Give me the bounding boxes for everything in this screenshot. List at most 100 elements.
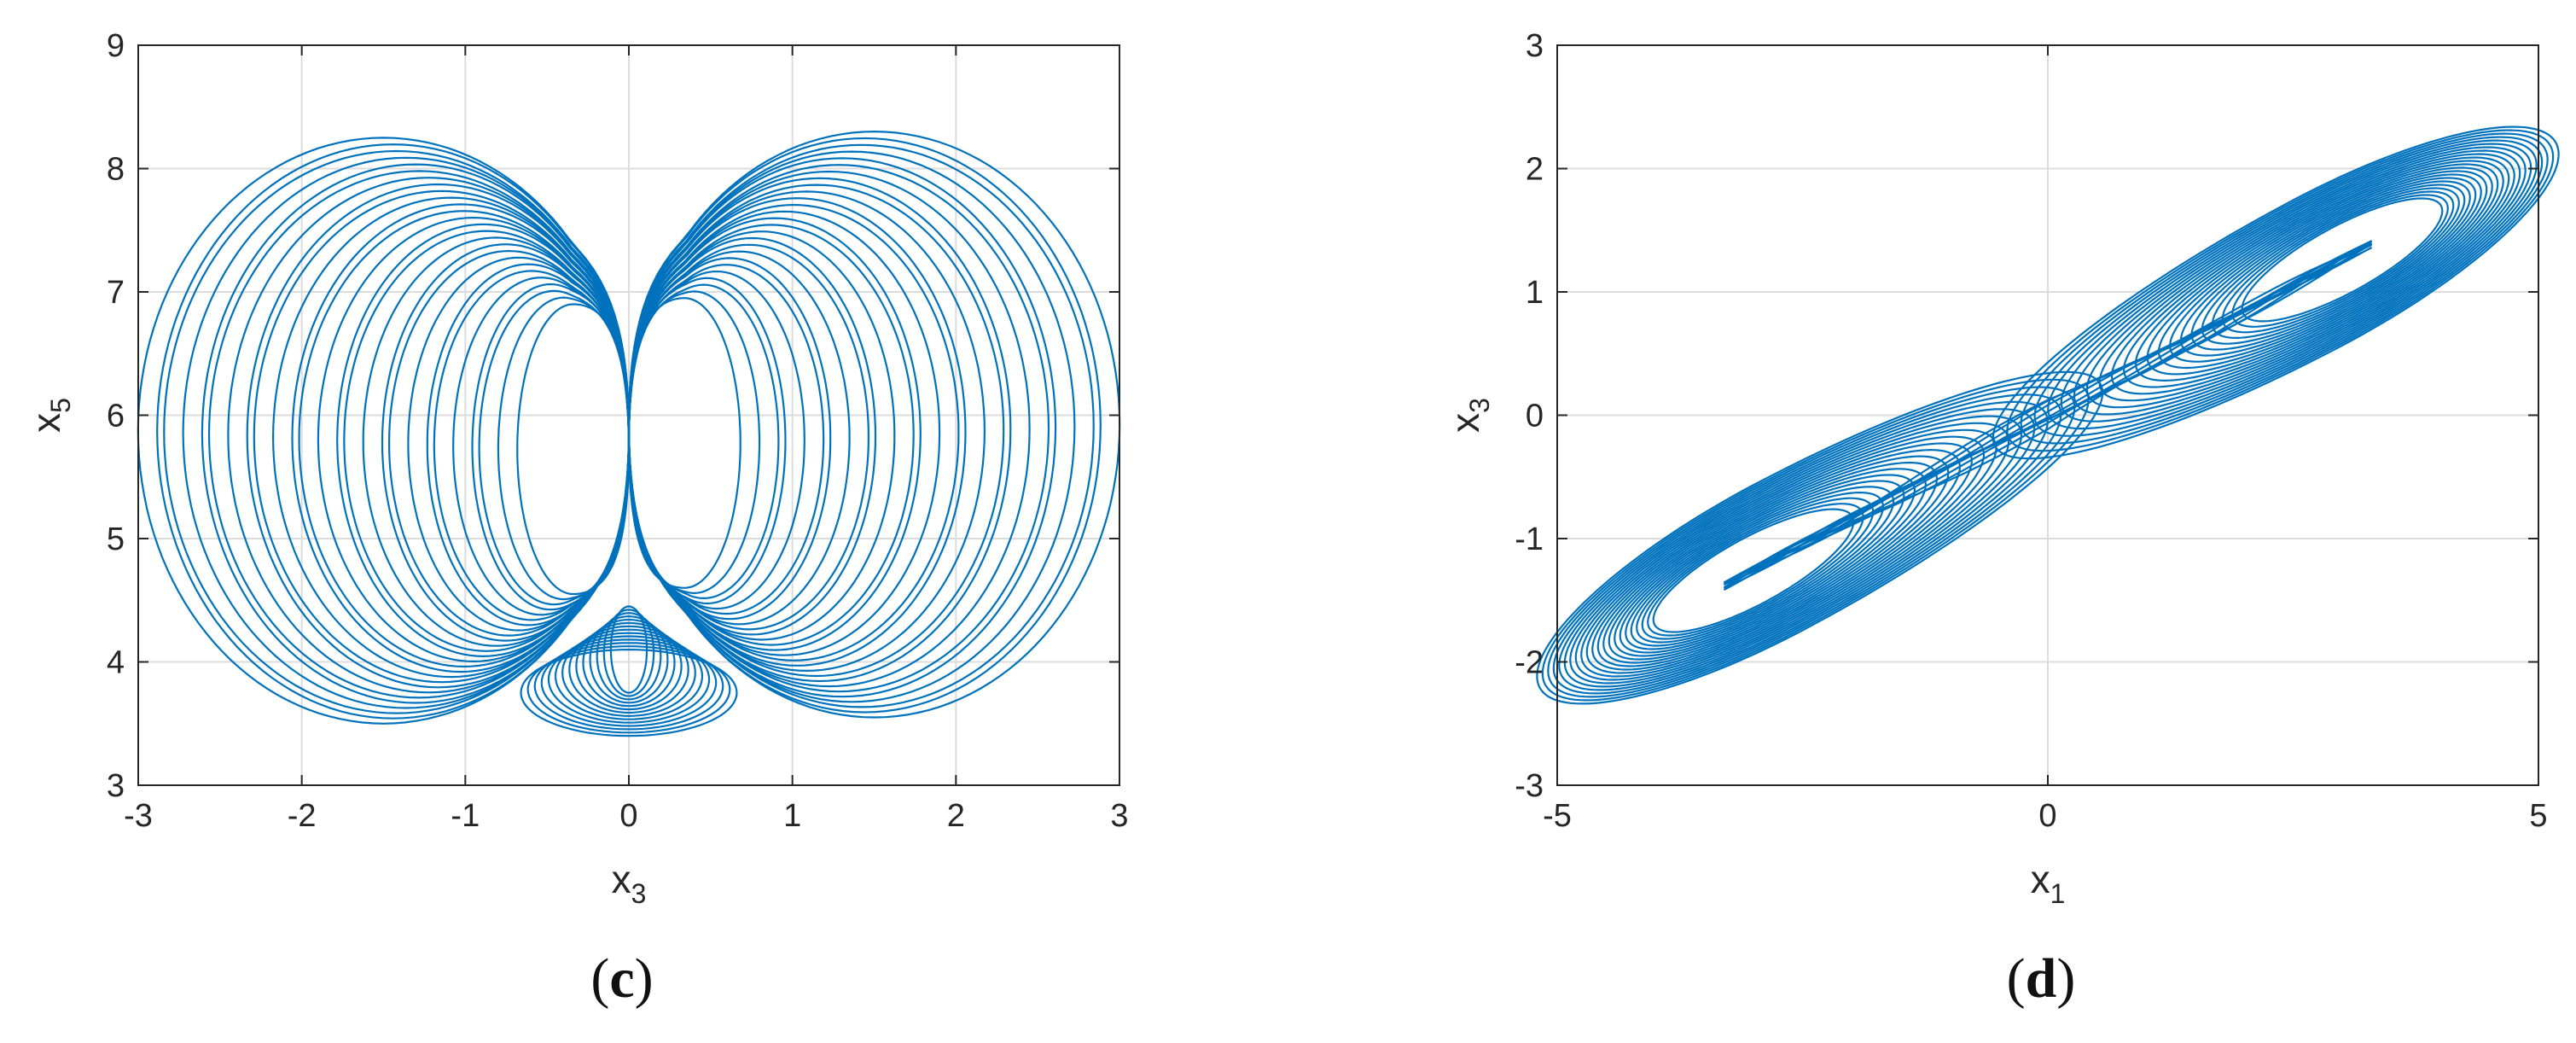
- x-tick-label: 3: [1110, 798, 1128, 834]
- trajectory-loop: [1630, 486, 1895, 647]
- trajectory-loop: [575, 621, 683, 711]
- x-axis-label-sub-d: 1: [2050, 878, 2066, 909]
- trajectory-loop: [2047, 139, 2538, 430]
- trajectory-loop: [1608, 461, 1938, 661]
- trajectory-loop: [1619, 474, 1916, 654]
- x-tick-label: 5: [2529, 798, 2547, 834]
- trajectory-loop: [1636, 492, 1884, 644]
- trajectory-loop: [547, 635, 711, 724]
- x-tick-label: 0: [619, 798, 637, 834]
- y-tick-label: 9: [107, 28, 125, 64]
- y-tick-label: 0: [1526, 399, 1544, 434]
- y-tick-label: 7: [107, 275, 125, 311]
- x-tick-label: 1: [783, 798, 801, 834]
- trajectory-loop: [582, 618, 676, 708]
- y-axis-label-sub-d: 3: [1464, 398, 1495, 413]
- trajectory-loop: [568, 625, 689, 714]
- trajectory-loop: [1558, 400, 2049, 691]
- y-tick-label: 1: [1526, 275, 1544, 311]
- x-tick-label: 2: [947, 798, 965, 834]
- x-tick-label: -2: [288, 798, 317, 834]
- trajectory-loop: [627, 184, 1005, 678]
- trajectory-loop: [387, 249, 631, 637]
- trajectory-loop: [1541, 378, 2090, 702]
- y-tick-label: 5: [107, 522, 125, 557]
- trajectory-loop: [343, 230, 631, 652]
- trajectory-loop: [1574, 422, 2010, 681]
- x-axis-label-sub-c: 3: [631, 878, 647, 909]
- trajectory-loop: [433, 270, 631, 621]
- x-axis-label-base-c: x: [612, 857, 631, 901]
- trajectory-loop: [2201, 184, 2466, 345]
- trajectory-loop: [1585, 435, 1986, 674]
- x-tick-labels-d: -5 0 5: [1543, 45, 2548, 834]
- y-tick-labels-d: -3 -2 -1 0 1 2 3: [1515, 28, 2538, 804]
- trajectory-loop: [1625, 480, 1905, 650]
- trajectory-loop: [627, 243, 870, 631]
- trajectory-loop: [2190, 180, 2471, 351]
- y-tick-label: 3: [1526, 28, 1544, 64]
- trajectory-loop: [526, 645, 731, 734]
- y-tick-label: 8: [107, 152, 125, 188]
- trajectory-loop: [1614, 468, 1927, 657]
- panel-label-d: (d): [2007, 947, 2076, 1010]
- y-tick-labels-c: 3 4 5 6 7 8 9: [107, 28, 1119, 804]
- trajectory-loop: [540, 638, 718, 727]
- y-axis-label-sub-c: 5: [45, 398, 76, 413]
- x-tick-label: -3: [124, 798, 153, 834]
- trajectory-loop: [533, 642, 724, 731]
- trajectory-loop: [1580, 428, 1997, 678]
- y-axis-label-base-d: x: [1443, 413, 1487, 433]
- trajectory-loop: [2123, 160, 2504, 388]
- trajectory-loop: [627, 164, 1050, 693]
- trajectory-c: [137, 130, 1121, 737]
- trajectory-loop: [1563, 408, 2036, 688]
- y-tick-label: 2: [1526, 152, 1544, 188]
- trajectory-strand: [1723, 240, 2373, 586]
- y-axis-label-base-c: x: [24, 413, 68, 433]
- trajectory-loop: [627, 203, 960, 661]
- x-axis-label-base-d: x: [2031, 857, 2050, 901]
- x-axis-label-c: x3: [612, 857, 647, 909]
- trajectory-loop: [2060, 143, 2532, 422]
- y-tick-label: 4: [107, 645, 125, 681]
- x-tick-label: 0: [2038, 798, 2056, 834]
- trajectory-loop: [1641, 497, 1875, 640]
- trajectory-loop: [1569, 415, 2023, 685]
- y-tick-label: -1: [1515, 522, 1544, 557]
- trajectory-loop: [2020, 132, 2549, 445]
- x-tick-labels-c: -3 -2 -1 0 1 2 3: [124, 45, 1129, 834]
- trajectory-loop: [1536, 370, 2104, 705]
- trajectory-loop: [2134, 163, 2499, 382]
- trajectory-loop: [596, 612, 662, 701]
- trajectory-loop: [627, 224, 915, 646]
- trajectory-loop: [2110, 156, 2510, 395]
- trajectory-loop: [207, 170, 631, 699]
- trajectory-loop: [627, 143, 1095, 708]
- trajectory-loop: [2146, 166, 2493, 376]
- trajectory-loop: [253, 189, 631, 684]
- y-tick-label: 6: [107, 399, 125, 434]
- x-axis-label-d: x1: [2031, 857, 2066, 909]
- y-tick-label: 3: [107, 768, 125, 804]
- panel-label-c: (c): [590, 947, 653, 1010]
- trajectory-loop: [1591, 442, 1973, 671]
- trajectory-loop: [520, 648, 738, 737]
- trajectory-loop: [1652, 508, 1855, 633]
- y-axis-label-d: x3: [1443, 398, 1495, 433]
- trajectory-loop: [2033, 136, 2544, 437]
- x-tick-label: -5: [1543, 798, 1572, 834]
- trajectory-loop: [1596, 448, 1962, 667]
- trajectory-strand: [1724, 242, 2372, 585]
- y-tick-label: -2: [1515, 645, 1544, 681]
- trajectory-loop: [589, 615, 669, 704]
- trajectory-loop: [163, 149, 631, 714]
- trajectory-loop: [1602, 455, 1950, 664]
- trajectory-loop: [561, 628, 696, 718]
- y-tick-label: -3: [1515, 768, 1544, 804]
- y-axis-label-c: x5: [24, 398, 76, 433]
- trajectory-loop: [554, 632, 704, 720]
- trajectory-loop: [627, 264, 825, 615]
